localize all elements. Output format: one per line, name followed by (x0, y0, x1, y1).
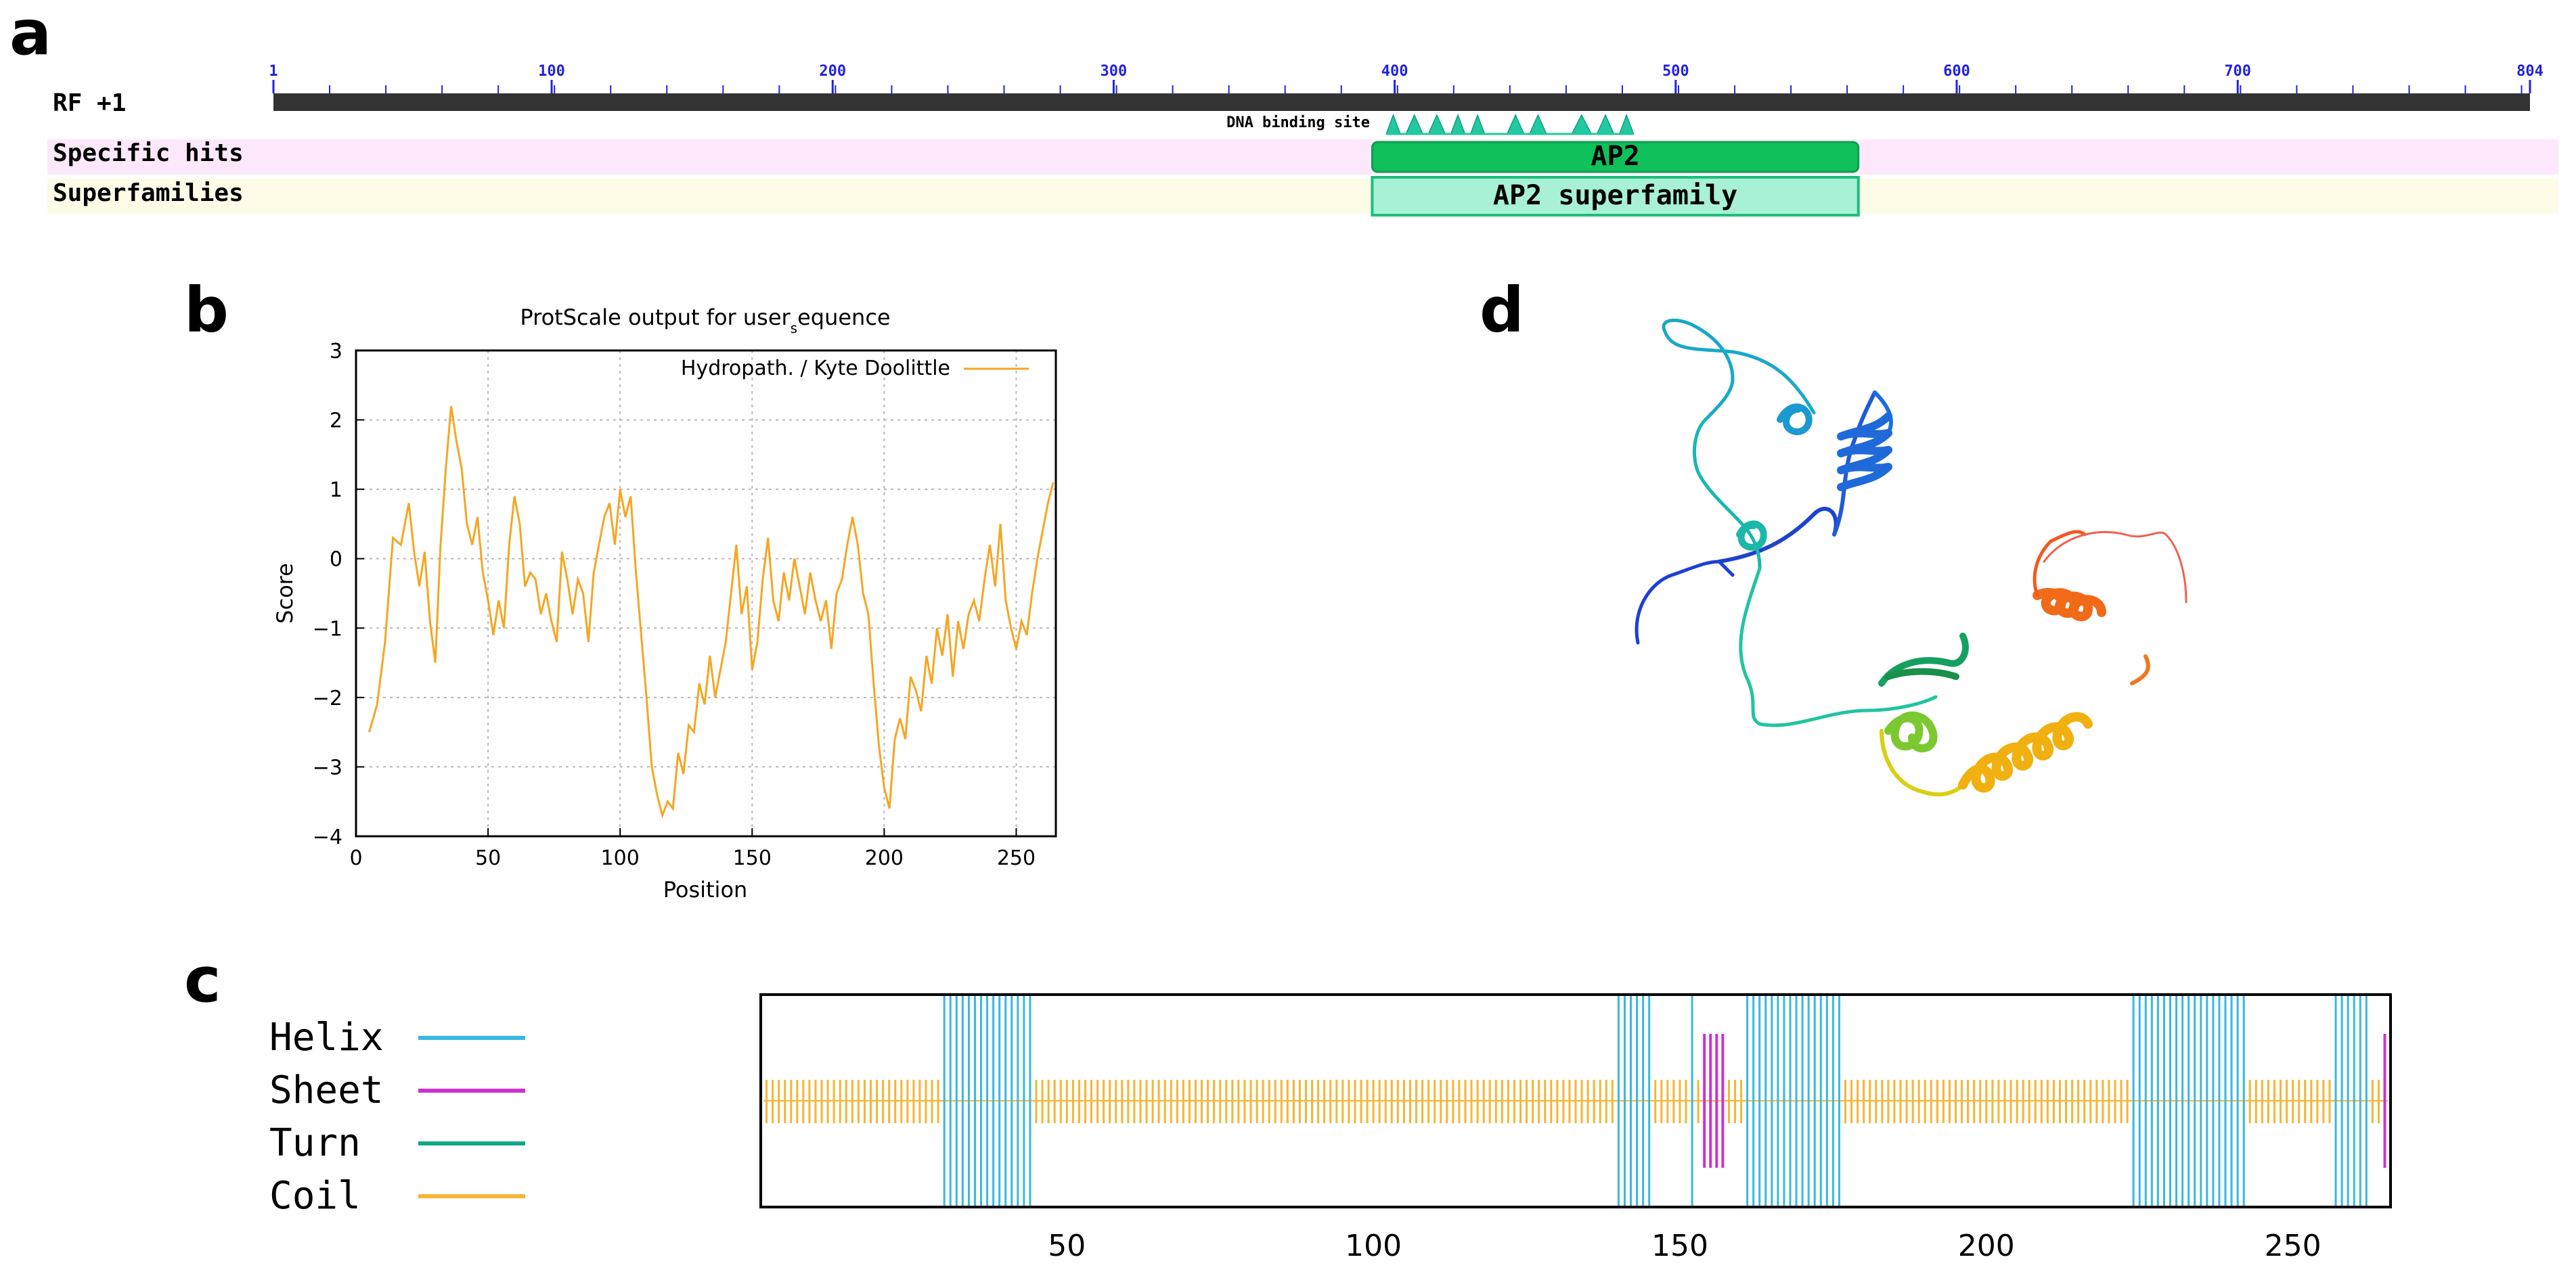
ap2-superfamily-bar[interactable] (1371, 176, 1860, 217)
y-axis-label: Score (272, 563, 298, 624)
ruler-tick-label: 300 (1101, 63, 1128, 80)
dna-binding-site-label: DNA binding site (1226, 114, 1370, 131)
chain-c-terminal-loop (2043, 530, 2188, 604)
helix-green (1884, 711, 1938, 752)
ruler-bar (273, 93, 2530, 111)
panel-a-letter: a (9, 0, 51, 69)
specific-hits-band (47, 139, 2558, 175)
dna-binding-site-mark (1405, 114, 1424, 135)
legend-turn-label: Turn (269, 1121, 361, 1165)
dna-binding-site-mark (1528, 114, 1547, 135)
chain-loop-cyan-top (1662, 318, 1816, 422)
ruler-tick-labels: 1 100 200 300 400 500 600 700 804 (269, 63, 2544, 80)
helix-blue (1837, 412, 1892, 491)
x-tick-label: 150 (733, 846, 772, 870)
superfamilies-band (47, 179, 2558, 214)
strand-green (1878, 633, 1969, 687)
chart-grid (356, 350, 1056, 836)
y-tick-label: −4 (313, 825, 342, 849)
ap2-superfamily-label: AP2 superfamily (1493, 180, 1737, 211)
y-tick-label: 0 (330, 548, 342, 572)
chain-loop-cyan (1692, 417, 1762, 570)
x-tick-label: 0 (349, 846, 362, 870)
ruler-tick-label: 500 (1662, 63, 1689, 80)
ruler-ticks (272, 80, 2531, 93)
secondary-structure-tick-label: 100 (1345, 1229, 1402, 1263)
secondary-structure-tick-label: 150 (1651, 1229, 1708, 1263)
panel-c: c Helix Sheet Turn Coil 50 100 150 200 250 (184, 944, 2392, 1263)
y-tick-label: 3 (330, 340, 342, 363)
secondary-structure-legend: Helix Sheet Turn Coil (269, 1016, 525, 1218)
chain-n-terminal-loop (1635, 560, 1735, 645)
chain-loop-yellow (1880, 729, 1965, 797)
y-tick-label: −1 (313, 617, 342, 641)
ruler-tick-label: 700 (2224, 63, 2251, 80)
ap2-domain-bar[interactable] (1371, 141, 1860, 173)
x-tick-label: 50 (475, 846, 501, 870)
legend-entry-label: Hydropath. / Kyte Doolittle (681, 357, 950, 380)
chart-title: ProtScale output for usersequence (520, 304, 890, 336)
dna-binding-site-mark (1450, 113, 1466, 135)
chart-plot-frame (355, 349, 1057, 838)
x-tick-label: 250 (997, 846, 1036, 870)
strand-green-2 (1885, 668, 1959, 680)
ruler-tick-label: 804 (2516, 63, 2544, 80)
ruler-tick-label: 400 (1381, 63, 1408, 80)
chain-loop-red-orange (2033, 530, 2087, 597)
y-axis-ticks: 3 2 1 0 −1 −2 −3 −4 (313, 340, 364, 849)
chain-loop-blue (1717, 507, 1838, 564)
secondary-structure-tick-label: 250 (2265, 1229, 2322, 1263)
x-axis-ticks: 0 50 100 150 200 250 (349, 828, 1036, 870)
x-tick-label: 100 (601, 846, 640, 870)
y-tick-label: 2 (330, 409, 342, 433)
panel-b-letter: b (184, 274, 229, 346)
x-axis-label: Position (663, 877, 748, 903)
chain-loop-teal (1739, 566, 1938, 727)
dna-binding-site-mark (1506, 114, 1525, 135)
dna-binding-site-mark (1427, 114, 1446, 135)
panel-d: d (1480, 274, 2188, 797)
dna-binding-sites (1385, 113, 1635, 135)
ruler-tick-label: 200 (819, 63, 846, 80)
superfamilies-label: Superfamilies (53, 179, 244, 207)
secondary-structure-tick-label: 200 (1958, 1229, 2015, 1263)
helix-cyan-top (1777, 403, 1813, 436)
panel-c-letter: c (184, 944, 221, 1016)
y-tick-label: −3 (313, 756, 342, 779)
ruler-tick-label: 100 (538, 63, 565, 80)
ruler-label: RF +1 (53, 89, 126, 117)
legend-sheet-label: Sheet (269, 1068, 384, 1112)
dna-binding-site-mark (1570, 114, 1593, 135)
y-tick-label: 1 (330, 478, 342, 502)
hydropathy-series-line (368, 405, 1054, 819)
chain-loop-orange (2130, 654, 2150, 685)
panel-a: a RF +1 Specific hits Superfamilies 1 100… (9, 0, 2558, 217)
secondary-structure-x-ticks: 50 100 150 200 250 (1048, 1229, 2321, 1263)
legend-helix-label: Helix (269, 1016, 384, 1060)
ruler-tick-label: 1 (269, 63, 277, 80)
legend-coil-label: Coil (269, 1174, 361, 1218)
y-tick-label: −2 (313, 687, 342, 710)
dna-binding-site-mark (1385, 113, 1402, 135)
dna-binding-site-mark (1469, 113, 1486, 135)
helix-teal-mid (1736, 520, 1767, 551)
specific-hits-label: Specific hits (53, 139, 244, 167)
secondary-structure-tick-label: 50 (1048, 1229, 1086, 1263)
x-tick-label: 200 (865, 846, 904, 870)
protein-3d-structure (1635, 318, 2188, 797)
helix-yellow-orange (1958, 712, 2093, 793)
ruler-tick-label: 600 (1943, 63, 1970, 80)
secondary-structure-bars (763, 996, 2388, 1206)
panel-b: b ProtScale output for usersequence 0 50 1… (184, 274, 1057, 903)
helix-orange (2033, 588, 2106, 622)
dna-binding-site-mark (1596, 114, 1615, 135)
dna-binding-site-mark (1618, 113, 1635, 135)
ap2-domain-label: AP2 (1591, 141, 1639, 172)
panel-d-letter: d (1480, 274, 1524, 346)
